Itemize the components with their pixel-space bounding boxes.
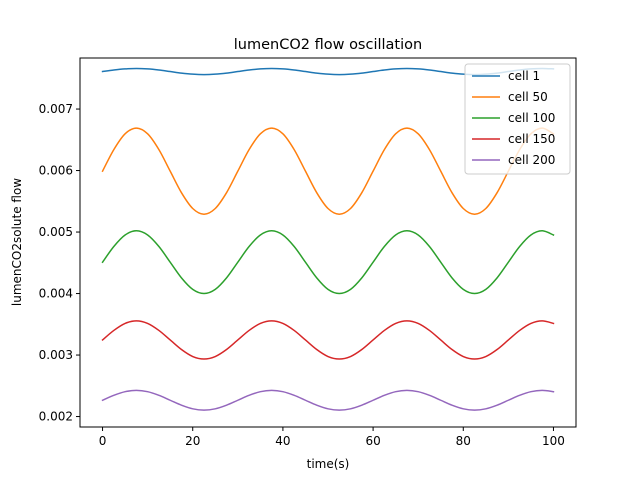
series-line-cell-100 [101, 230, 555, 295]
y-tick-label: 0.005 [39, 225, 73, 239]
plot-frame [79, 57, 577, 428]
legend-label: cell 50 [508, 90, 548, 104]
legend-label: cell 150 [508, 132, 555, 146]
y-tick-label: 0.004 [39, 287, 73, 301]
x-tick-label: 60 [365, 434, 380, 448]
legend-label: cell 100 [508, 111, 555, 125]
x-axis-label: time(s) [307, 457, 350, 471]
series-line-cell-200 [101, 389, 555, 411]
y-tick-label: 0.002 [39, 410, 73, 424]
series-line-cell-50 [101, 127, 555, 215]
legend-label: cell 1 [508, 69, 540, 83]
x-tick-label: 0 [99, 434, 107, 448]
y-tick-label: 0.007 [39, 102, 73, 116]
series-line-cell-150 [101, 320, 555, 360]
chart-title: lumenCO2 flow oscillation [234, 37, 422, 53]
y-axis: 0.002 0.003 0.004 0.005 0.006 0.007 [39, 102, 80, 424]
x-tick-label: 20 [185, 434, 200, 448]
legend-box [464, 63, 571, 175]
legend: cell 1 cell 50 cell 100 cell 150 cell 200 [464, 63, 571, 175]
legend-label: cell 200 [508, 153, 555, 167]
x-axis: 0 20 40 60 80 100 [99, 427, 565, 448]
y-axis-label: lumenCO2solute flow [10, 178, 24, 306]
y-tick-label: 0.003 [39, 348, 73, 362]
x-tick-label: 40 [275, 434, 290, 448]
x-tick-label: 80 [456, 434, 471, 448]
y-tick-label: 0.006 [39, 164, 73, 178]
x-tick-label: 100 [542, 434, 565, 448]
